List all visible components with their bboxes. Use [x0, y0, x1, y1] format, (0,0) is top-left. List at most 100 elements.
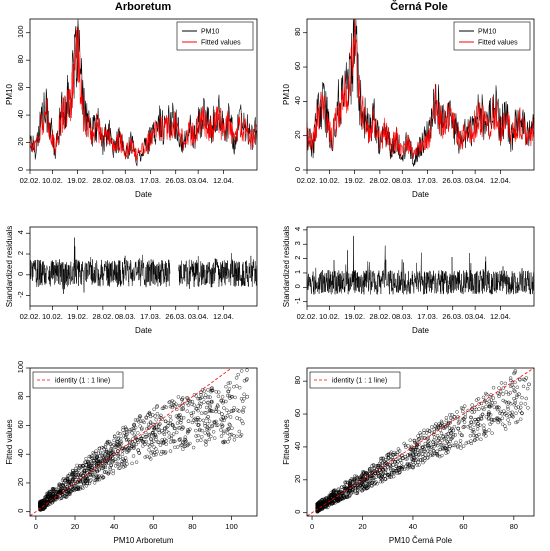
y-tick-label: -2	[16, 291, 25, 298]
scatter-point	[133, 418, 138, 422]
scatter-point	[373, 472, 378, 476]
scatter-point	[190, 399, 195, 404]
scatter-point	[466, 425, 470, 429]
scatter-point	[449, 431, 454, 435]
scatter-point	[445, 447, 449, 451]
scatter-point	[133, 426, 138, 430]
scatter-point	[221, 440, 226, 445]
scatter-point	[412, 439, 417, 443]
scatter-point	[345, 495, 349, 499]
scatter-point	[196, 397, 200, 401]
scatter-point	[121, 425, 125, 430]
scatter-point	[469, 439, 473, 443]
scatter-point	[322, 500, 326, 504]
scatter-point	[392, 450, 396, 455]
scatter-point	[67, 487, 71, 492]
scatter-point	[420, 458, 425, 462]
scatter-point	[195, 407, 199, 411]
scatter-point	[513, 399, 517, 403]
scatter-point	[466, 440, 470, 445]
scatter-point	[163, 426, 167, 431]
chart-panel-4: 0 20 40 60 80 100 0 20 40 60 80 100 PM10 Arboretum Fi…	[5, 361, 250, 545]
scatter-point	[480, 412, 485, 417]
scatter-point	[393, 452, 398, 456]
scatter-point	[495, 406, 499, 410]
scatter-point	[420, 436, 425, 440]
scatter-point	[154, 437, 158, 442]
scatter-point	[200, 435, 204, 439]
scatter-point	[208, 408, 213, 413]
scatter-point	[476, 397, 481, 401]
scatter-point	[237, 386, 242, 390]
scatter-point	[396, 466, 400, 470]
scatter-point	[152, 453, 156, 457]
scatter-point	[501, 422, 505, 426]
scatter-point	[364, 487, 369, 491]
scatter-point	[388, 474, 392, 478]
scatter-point	[92, 456, 96, 460]
scatter-point	[423, 441, 427, 446]
scatter-point	[362, 471, 366, 475]
scatter-point	[512, 371, 516, 376]
scatter-point	[130, 461, 134, 466]
scatter-point	[351, 490, 355, 494]
scatter-point	[42, 506, 46, 510]
scatter-point	[482, 407, 486, 412]
scatter-point	[152, 407, 156, 411]
x-axis-label: PM10 Černá Pole	[389, 536, 453, 545]
scatter-point	[395, 471, 400, 475]
scatter-point	[148, 421, 153, 425]
scatter-point	[466, 408, 470, 413]
scatter-point	[484, 434, 488, 438]
scatter-point	[60, 492, 65, 496]
chart-panel-3: -1 0 1 2 3 4 02.02. 10.02. 19.02. 28.02. 08.03. 17.…	[282, 226, 535, 335]
scatter-point	[202, 389, 207, 393]
scatter-point	[503, 424, 507, 428]
scatter-point	[226, 389, 230, 394]
x-tick-label: 17.03.	[417, 312, 438, 321]
scatter-point	[415, 457, 420, 461]
scatter-point	[81, 464, 86, 468]
scatter-point	[100, 474, 104, 478]
scatter-point	[145, 454, 149, 459]
scatter-point	[475, 434, 479, 438]
scatter-point	[241, 408, 245, 413]
scatter-point	[119, 462, 124, 466]
scatter-point	[206, 388, 210, 392]
scatter-point	[459, 433, 464, 437]
scatter-point	[221, 416, 226, 420]
scatter-point	[61, 483, 65, 487]
scatter-point	[46, 494, 50, 499]
scatter-point	[245, 394, 250, 399]
scatter-point	[76, 486, 81, 491]
y-axis-label: PM10	[282, 84, 291, 105]
scatter-point	[185, 443, 190, 448]
scatter-point	[396, 447, 401, 451]
legend-label: PM10	[201, 29, 219, 36]
scatter-point	[72, 484, 77, 488]
scatter-point	[54, 498, 58, 502]
scatter-point	[183, 444, 188, 448]
scatter-point	[204, 443, 208, 447]
scatter-point	[479, 437, 483, 441]
scatter-point	[181, 426, 186, 430]
scatter-point	[370, 464, 374, 468]
scatter-point	[93, 470, 97, 474]
scatter-point	[390, 456, 395, 460]
scatter-point	[151, 433, 156, 437]
residual-series-line	[306, 235, 535, 296]
scatter-point	[524, 376, 528, 380]
scatter-point	[495, 416, 500, 420]
identity-line	[306, 367, 535, 517]
scatter-point	[195, 438, 200, 443]
scatter-point	[77, 478, 81, 482]
scatter-point	[515, 419, 520, 424]
scatter-point	[197, 401, 202, 405]
scatter-point	[370, 473, 375, 477]
scatter-point	[125, 437, 129, 441]
scatter-point	[132, 429, 136, 433]
scatter-point	[164, 439, 169, 443]
plot-frame-4	[29, 367, 258, 517]
x-tick-label: 08.03.	[115, 312, 136, 321]
scatter-point	[111, 469, 116, 473]
